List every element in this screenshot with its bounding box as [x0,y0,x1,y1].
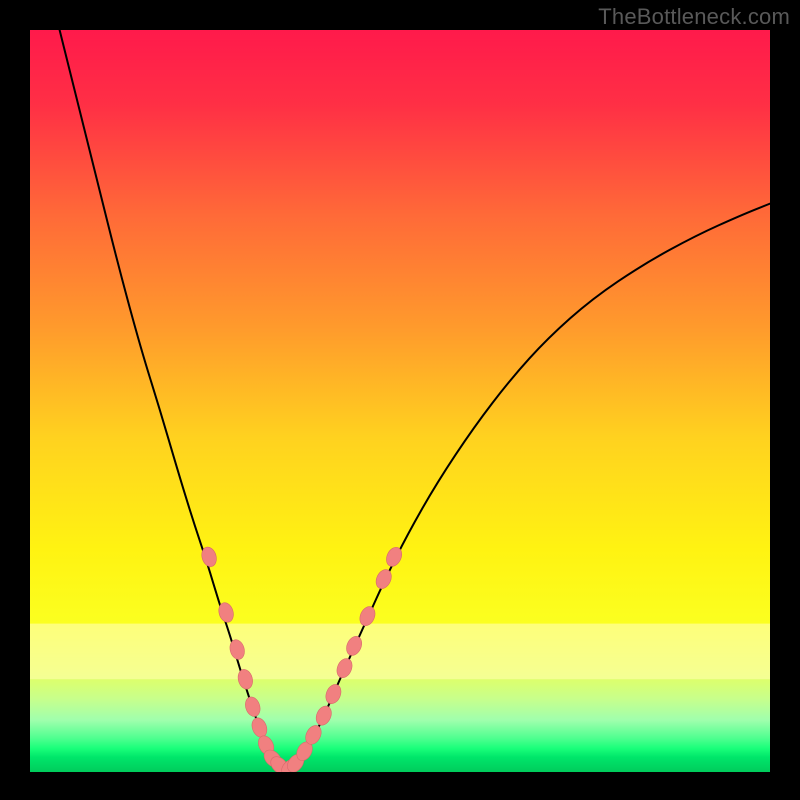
frame-right [770,0,800,800]
chart-container: TheBottleneck.com [0,0,800,800]
highlight-band [30,624,770,680]
frame-left [0,0,30,800]
frame-bottom [0,772,800,800]
bottleneck-chart-svg [0,0,800,800]
watermark-text: TheBottleneck.com [598,4,790,30]
